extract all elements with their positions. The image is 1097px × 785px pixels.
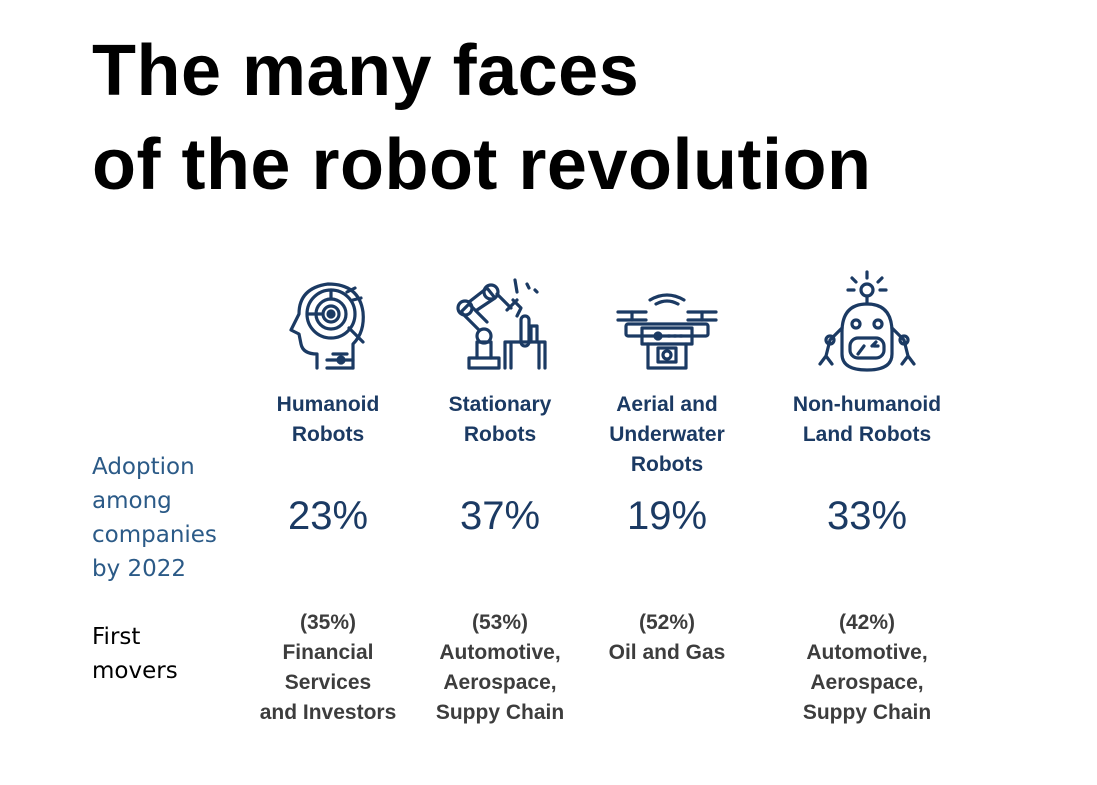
first-movers-row-label: First movers (92, 624, 178, 684)
movers-line: Aerospace, (810, 671, 924, 694)
category-name-line: Stationary (448, 393, 552, 416)
first-movers-land: (42%) Automotive, Aerospace, Suppy Chain (772, 608, 962, 728)
drone-icon (612, 270, 722, 382)
category-name-line: Robots (291, 423, 365, 446)
movers-line: Automotive, (806, 641, 928, 664)
movers-line: Aerospace, (443, 671, 557, 694)
movers-line: Financial (282, 641, 374, 664)
movers-percentage: (53%) (471, 611, 529, 634)
adoption-row-label: Adoption among companies by 2022 (92, 454, 217, 582)
movers-percentage: (35%) (299, 611, 357, 634)
adoption-value-land: 33% (826, 494, 908, 538)
adoption-value-humanoid: 23% (287, 494, 369, 538)
movers-line: Suppy Chain (802, 701, 932, 724)
movers-line: Automotive, (439, 641, 561, 664)
humanoid-head-icon (273, 270, 383, 382)
category-name-stationary: Stationary Robots (405, 390, 595, 450)
category-name-line: Humanoid (276, 393, 380, 416)
robotic-arm-icon (445, 270, 555, 382)
title-line-1: The many faces (92, 31, 640, 111)
movers-percentage: (42%) (838, 611, 896, 634)
land-robot-icon (812, 270, 922, 382)
category-name-aerial: Aerial and Underwater Robots (572, 390, 762, 480)
movers-line: and Investors (259, 701, 397, 724)
adoption-value-stationary: 37% (459, 494, 541, 538)
adoption-value-aerial: 19% (626, 494, 708, 538)
title-line-2: of the robot revolution (92, 125, 872, 205)
category-name-land: Non-humanoid Land Robots (772, 390, 962, 450)
page-title: The many faces of the robot revolution (92, 24, 871, 212)
category-name-line: Aerial and (616, 393, 718, 416)
movers-line: Services (284, 671, 372, 694)
category-name-line: Robots (463, 423, 537, 446)
category-name-humanoid: Humanoid Robots (233, 390, 423, 450)
category-name-line: Non-humanoid (792, 393, 942, 416)
movers-line: Suppy Chain (435, 701, 565, 724)
category-name-line: Robots (630, 453, 704, 476)
first-movers-aerial: (52%) Oil and Gas (572, 608, 762, 668)
category-name-line: Underwater (609, 423, 725, 446)
first-movers-humanoid: (35%) Financial Services and Investors (233, 608, 423, 728)
category-name-line: Land Robots (802, 423, 932, 446)
movers-percentage: (52%) (638, 611, 696, 634)
first-movers-stationary: (53%) Automotive, Aerospace, Suppy Chain (405, 608, 595, 728)
movers-line: Oil and Gas (608, 641, 726, 664)
